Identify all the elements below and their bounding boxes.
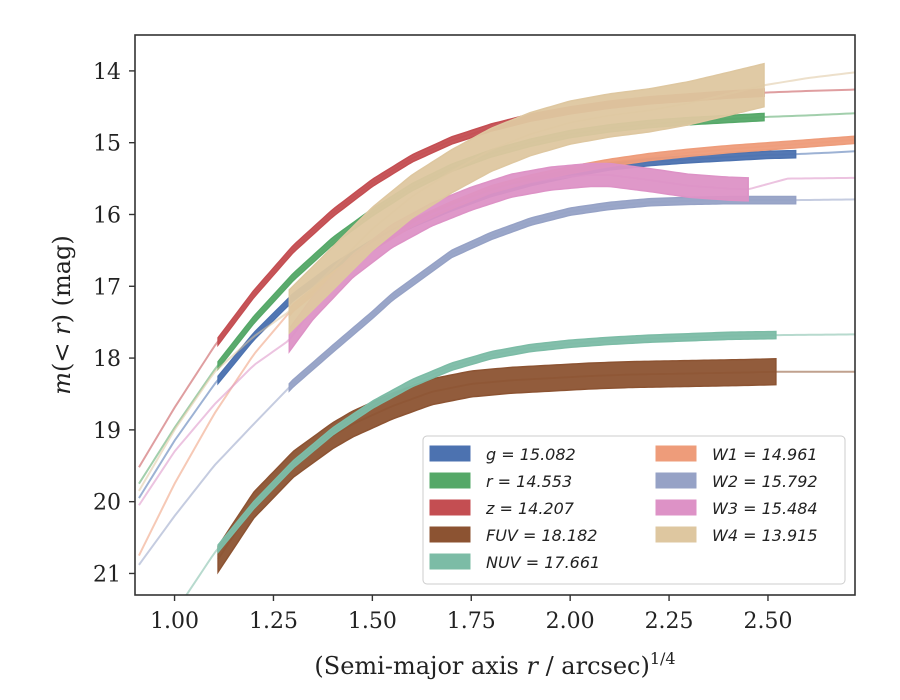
plot-frame (134, 34, 856, 596)
y-tick-label: 21 (93, 562, 121, 587)
legend-label: NUV = 17.661 (486, 553, 600, 572)
x-tick-label: 1.50 (348, 609, 397, 634)
legend-label: z = 14.207 (485, 499, 575, 518)
legend-items: g = 15.082 r = 14.553 z = 14.207 FUV = 18.1… (429, 445, 818, 572)
legend-box (422, 435, 846, 585)
legend-swatch (429, 499, 471, 516)
y-tick-label: 17 (93, 275, 121, 300)
y-tick-label: 15 (93, 132, 121, 157)
series-w4 (138, 62, 855, 492)
y-tick-label: 14 (93, 60, 121, 85)
legend: g = 15.082 r = 14.553 z = 14.207 FUV = 18.1… (422, 435, 846, 585)
legend-label: W3 = 15.484 (712, 499, 818, 518)
x-tick-label: 2.25 (645, 609, 694, 634)
legend-swatch (655, 445, 697, 462)
legend-swatch (429, 526, 471, 543)
x-tick-label: 1.00 (150, 609, 199, 634)
legend-swatch (655, 472, 697, 489)
legend-swatch (655, 526, 697, 543)
series-nuv (185, 330, 855, 595)
legend-swatch (655, 499, 697, 516)
legend-item: g = 15.082 (429, 445, 576, 464)
x-tick-label: 2.50 (743, 609, 792, 634)
legend-swatch (429, 445, 471, 462)
legend-item: W2 = 15.792 (655, 472, 818, 491)
legend-item: r = 14.553 (429, 472, 572, 491)
series-layer (138, 62, 855, 595)
y-tick-label: 16 (93, 203, 121, 228)
y-tick-label: 18 (93, 347, 121, 372)
y-tick-label: 19 (93, 419, 121, 444)
legend-label: W1 = 14.961 (712, 445, 818, 464)
legend-item: FUV = 18.182 (429, 526, 597, 545)
legend-label: W2 = 15.792 (712, 472, 818, 491)
legend-item: z = 14.207 (429, 499, 575, 518)
y-tick-label: 20 (93, 491, 121, 516)
series-w4-band (288, 62, 765, 335)
legend-label: FUV = 18.182 (486, 526, 597, 545)
y-axis-label: m(< r) (mag) (48, 235, 76, 395)
series-nuv-band (217, 330, 777, 555)
x-tick-label: 2.00 (546, 609, 595, 634)
legend-item: W1 = 14.961 (655, 445, 818, 464)
tick-layer: 1.00 1.25 1.50 1.75 2.00 2.25 2.50 14 15 16 17 18 19… (93, 60, 792, 634)
legend-label: g = 15.082 (486, 445, 576, 464)
series-w2-band (288, 195, 797, 393)
legend-item: NUV = 17.661 (429, 553, 600, 572)
x-tick-label: 1.75 (447, 609, 496, 634)
legend-label: W4 = 13.915 (712, 526, 818, 545)
legend-swatch (429, 472, 471, 489)
legend-item: W4 = 13.915 (655, 526, 818, 545)
x-tick-label: 1.25 (249, 609, 298, 634)
legend-item: W3 = 15.484 (655, 499, 818, 518)
x-axis-label: (Semi-major axis r / arcsec)1/4 (314, 649, 675, 680)
legend-swatch (429, 553, 471, 570)
legend-label: r = 14.553 (486, 472, 572, 491)
